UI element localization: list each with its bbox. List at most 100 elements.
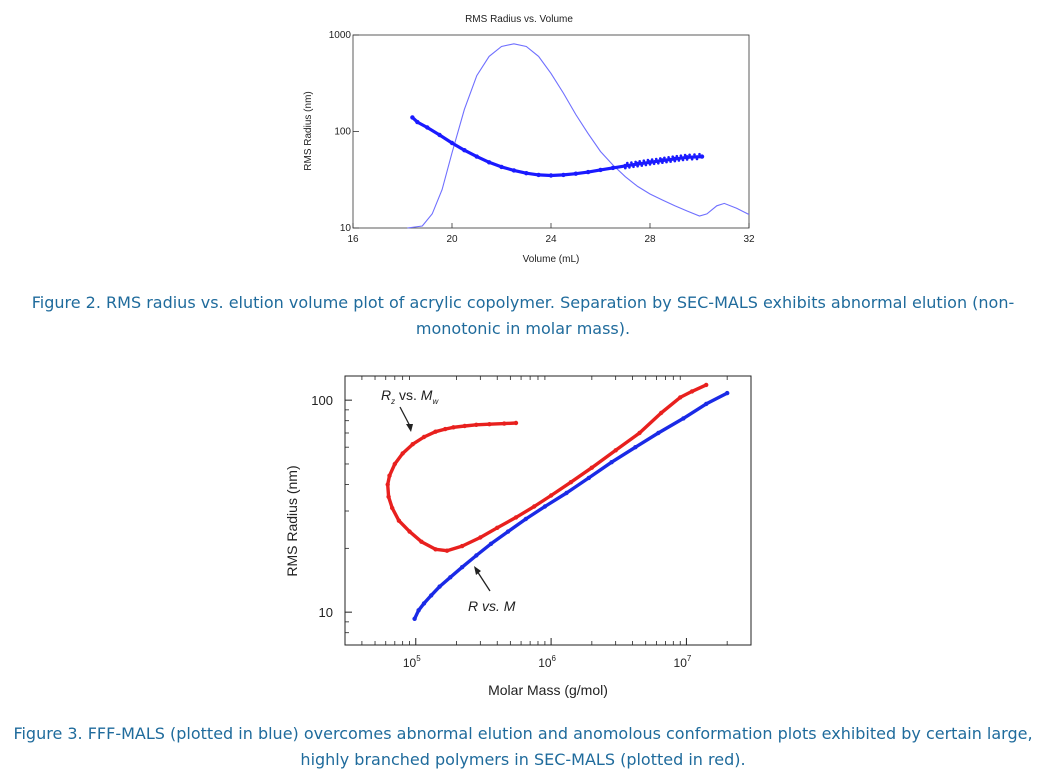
data-point <box>532 504 537 509</box>
noise-point <box>677 159 681 162</box>
data-point <box>390 505 395 511</box>
data-point <box>444 548 450 553</box>
series-fff-mals <box>412 390 730 621</box>
series-concentration-trace <box>407 43 750 229</box>
annotation-mid: vs. <box>395 387 421 403</box>
series-sec-mals <box>385 382 709 553</box>
data-point <box>542 504 548 509</box>
data-point <box>478 535 483 540</box>
x-tick-label: 28 <box>644 234 656 245</box>
noise-point <box>636 164 639 168</box>
noise-point <box>644 163 648 167</box>
data-point <box>487 422 492 427</box>
noise-point <box>665 160 668 164</box>
data-point <box>443 426 448 432</box>
annotation-main: R <box>381 387 391 403</box>
noise-point <box>671 155 674 158</box>
noise-point <box>657 162 660 165</box>
data-point <box>459 565 465 570</box>
data-point <box>681 416 686 421</box>
noise-point <box>624 166 627 170</box>
noise-point <box>654 157 658 161</box>
data-point <box>609 460 614 465</box>
data-point <box>433 429 438 434</box>
x-tick-label: 32 <box>743 234 755 245</box>
figure-3-caption: Figure 3. FFF-MALS (plotted in blue) ove… <box>13 724 1033 769</box>
noise-point <box>659 157 662 160</box>
data-point <box>448 575 453 580</box>
noise-point <box>628 166 631 169</box>
x-tick-label: 20 <box>446 234 458 245</box>
noise-point <box>648 163 652 166</box>
annotation-label: R vs. M <box>468 598 516 614</box>
series-line <box>386 383 708 553</box>
noise-point <box>675 154 679 158</box>
data-point <box>437 584 442 589</box>
data-point <box>502 421 507 426</box>
series-rms-radius-band <box>410 115 704 178</box>
data-point <box>589 465 594 470</box>
x-tick-label: 16 <box>347 234 359 245</box>
data-point <box>568 480 574 485</box>
annotation-rz-vs-mw: Rz vs. Mw <box>381 387 439 432</box>
noise-point <box>673 159 677 163</box>
data-point <box>523 516 528 522</box>
noise-point <box>690 157 694 161</box>
data-point <box>419 539 424 544</box>
annotation-main2: M <box>421 387 433 403</box>
noise-point <box>685 158 689 161</box>
data-point <box>451 425 456 430</box>
annotation-arrowhead <box>474 566 481 575</box>
noise-point <box>693 153 696 156</box>
data-point <box>488 541 494 546</box>
data-point <box>704 401 709 407</box>
data-point <box>392 461 397 467</box>
data-point <box>633 445 638 450</box>
noise-point <box>630 161 633 164</box>
y-tick-label: 1000 <box>329 30 352 41</box>
noise-point <box>646 158 650 162</box>
noise-point <box>638 160 641 163</box>
noise-point <box>640 164 644 167</box>
y-tick-label: 100 <box>334 127 351 138</box>
x-tick-label: 24 <box>545 234 557 245</box>
noise-point <box>652 162 656 166</box>
noise-point <box>667 156 670 159</box>
annotation-sub2: w <box>432 397 439 406</box>
data-point <box>656 430 661 436</box>
noise-point <box>681 158 685 162</box>
data-point <box>586 475 591 481</box>
data-point <box>513 515 519 520</box>
data-point <box>400 451 405 456</box>
plot-frame <box>344 375 752 646</box>
data-point <box>429 593 434 598</box>
figure-2-caption: Figure 2. RMS radius vs. elution volume … <box>31 293 1015 338</box>
y-axis-label: RMS Radius (nm) <box>284 465 300 576</box>
noise-point <box>679 154 683 157</box>
x-tick-label: 107 <box>674 654 692 670</box>
y-axis-label: RMS Radius (nm) <box>303 91 314 170</box>
data-point <box>459 543 465 549</box>
data-point <box>407 529 412 534</box>
annotation-arrowhead <box>406 424 413 432</box>
data-point <box>725 390 730 396</box>
data-point <box>548 493 554 498</box>
x-axis-label: Molar Mass (g/mol) <box>488 682 608 698</box>
noise-point <box>626 161 629 165</box>
noise-point <box>632 165 635 169</box>
figure-2-chart: RMS Radius vs. Volume 16 20 24 28 32 10 100 100… <box>303 14 755 265</box>
annotation-r-vs-m: R vs. M <box>468 566 516 614</box>
data-point <box>387 473 392 478</box>
data-point <box>658 410 664 416</box>
noise-point <box>663 156 666 160</box>
data-point <box>495 525 500 530</box>
data-point <box>505 529 511 534</box>
data-point <box>416 608 421 613</box>
data-point <box>689 389 695 394</box>
y-tick-label: 10 <box>340 223 352 234</box>
annotation-arrow <box>476 570 491 592</box>
series-rms-radius <box>410 115 705 178</box>
data-point <box>637 430 642 436</box>
noise-point <box>698 152 701 156</box>
annotation-sub: z <box>390 397 395 406</box>
